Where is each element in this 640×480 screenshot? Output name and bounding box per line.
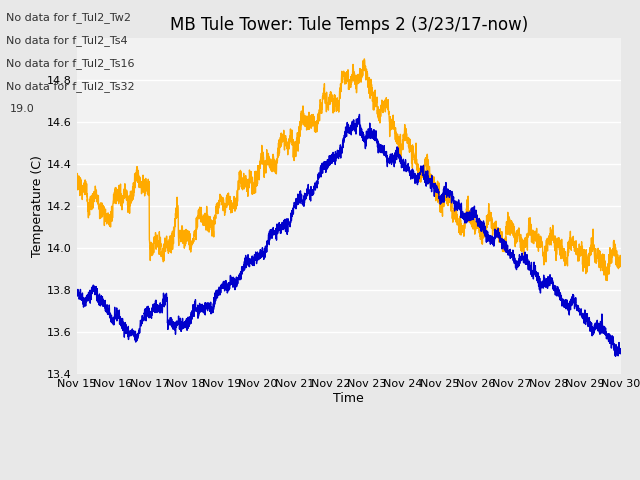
Tul2_Ts-2 (607, 336, 614, 342)
Tul2_Ts-8 (548, 227, 556, 233)
Tul2_Ts-2 (305, 189, 313, 195)
Tul2_Ts-2 (617, 348, 625, 353)
Tul2_Ts-8 (305, 109, 313, 115)
Tul2_Ts-2 (356, 111, 364, 117)
Tul2_Ts-8 (604, 277, 611, 283)
Legend: Tul2_Ts-2, Tul2_Ts-8: Tul2_Ts-2, Tul2_Ts-8 (241, 475, 457, 480)
X-axis label: Time: Time (333, 392, 364, 405)
Tul2_Ts-8 (167, 236, 175, 242)
Title: MB Tule Tower: Tule Temps 2 (3/23/17-now): MB Tule Tower: Tule Temps 2 (3/23/17-now… (170, 16, 528, 34)
Text: 19.0: 19.0 (10, 104, 35, 114)
Tul2_Ts-8 (282, 138, 289, 144)
Tul2_Ts-8 (73, 187, 81, 192)
Tul2_Ts-2 (612, 353, 620, 359)
Tul2_Ts-2 (167, 323, 175, 328)
Tul2_Ts-8 (360, 56, 368, 62)
Tul2_Ts-8 (617, 263, 625, 268)
Tul2_Ts-8 (607, 253, 614, 259)
Text: No data for f_Tul2_Tw2: No data for f_Tul2_Tw2 (6, 12, 131, 23)
Y-axis label: Temperature (C): Temperature (C) (31, 156, 44, 257)
Line: Tul2_Ts-2: Tul2_Ts-2 (77, 114, 621, 356)
Tul2_Ts-2 (135, 328, 143, 334)
Tul2_Ts-2 (282, 225, 289, 230)
Text: No data for f_Tul2_Ts4: No data for f_Tul2_Ts4 (6, 35, 128, 46)
Text: No data for f_Tul2_Ts32: No data for f_Tul2_Ts32 (6, 81, 135, 92)
Text: No data for f_Tul2_Ts16: No data for f_Tul2_Ts16 (6, 58, 135, 69)
Tul2_Ts-8 (135, 183, 143, 189)
Tul2_Ts-2 (73, 291, 81, 297)
Line: Tul2_Ts-8: Tul2_Ts-8 (77, 59, 621, 280)
Tul2_Ts-2 (548, 277, 556, 283)
